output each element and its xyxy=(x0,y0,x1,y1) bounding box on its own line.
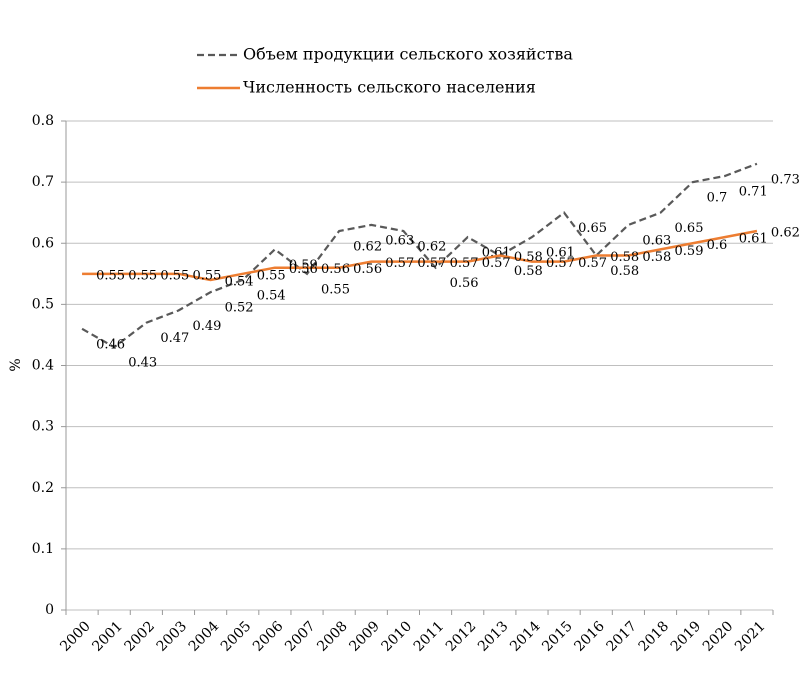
x-tick-label: 2015 xyxy=(539,618,576,655)
data-label: 0.59 xyxy=(675,244,704,259)
data-label: 0.6 xyxy=(707,238,728,253)
y-tick-label: 0.1 xyxy=(32,541,54,557)
data-label: 0.65 xyxy=(675,221,704,236)
y-tick-label: 0.5 xyxy=(32,296,54,312)
data-label: 0.54 xyxy=(257,288,286,303)
data-label: 0.58 xyxy=(514,250,543,265)
data-label: 0.55 xyxy=(96,268,125,283)
series-line xyxy=(81,162,758,349)
data-label: 0.56 xyxy=(321,262,350,277)
data-label: 0.57 xyxy=(578,256,607,271)
x-tick-label: 2016 xyxy=(571,618,608,655)
x-tick-label: 2011 xyxy=(411,618,448,655)
data-label: 0.61 xyxy=(739,232,768,247)
data-label: 0.61 xyxy=(546,246,575,261)
data-label: 0.73 xyxy=(771,172,800,187)
y-tick-label: 0.8 xyxy=(32,113,54,129)
data-label: 0.71 xyxy=(739,185,768,200)
data-label: 0.56 xyxy=(289,262,318,277)
x-tick-label: 2005 xyxy=(218,618,255,655)
data-label: 0.49 xyxy=(192,319,221,334)
data-label: 0.56 xyxy=(353,262,382,277)
x-tick-label: 2019 xyxy=(668,618,705,655)
x-tick-label: 2006 xyxy=(250,618,287,655)
data-label: 0.56 xyxy=(450,276,479,291)
x-tick-label: 2002 xyxy=(121,618,158,655)
x-tick-label: 2014 xyxy=(507,618,544,655)
data-label: 0.62 xyxy=(353,240,382,255)
data-label: 0.59 xyxy=(289,258,318,273)
y-tick-label: 0 xyxy=(45,602,54,618)
data-label: 0.57 xyxy=(385,256,414,271)
data-label: 0.55 xyxy=(128,268,157,283)
x-tick-label: 2009 xyxy=(346,618,383,655)
data-label: 0.58 xyxy=(610,264,639,279)
data-label: 0.55 xyxy=(192,268,221,283)
data-label: 0.7 xyxy=(707,191,728,206)
legend-label: Численность сельского населения xyxy=(243,78,536,97)
data-label: 0.63 xyxy=(385,233,414,248)
x-tick-label: 2012 xyxy=(443,618,480,655)
data-label: 0.43 xyxy=(128,356,157,371)
x-tick-label: 2007 xyxy=(282,618,319,655)
data-label: 0.55 xyxy=(160,268,189,283)
data-label: 0.57 xyxy=(546,256,575,271)
x-tick-label: 2013 xyxy=(475,618,512,655)
x-tick-label: 2021 xyxy=(732,618,769,655)
data-label: 0.57 xyxy=(482,256,511,271)
y-tick-label: 0.2 xyxy=(32,480,54,496)
x-tick-label: 2010 xyxy=(379,618,416,655)
x-tick-label: 2020 xyxy=(700,618,737,655)
data-label: 0.46 xyxy=(96,337,125,352)
data-label: 0.58 xyxy=(642,250,671,265)
y-axis-label: % xyxy=(8,358,24,371)
x-tick-label: 2008 xyxy=(314,618,351,655)
y-tick-label: 0.7 xyxy=(32,174,54,190)
data-label: 0.57 xyxy=(417,256,446,271)
x-tick-label: 2003 xyxy=(154,618,191,655)
data-label: 0.58 xyxy=(514,264,543,279)
data-label: 0.63 xyxy=(642,233,671,248)
data-label: 0.47 xyxy=(160,331,189,346)
data-label: 0.55 xyxy=(257,268,286,283)
data-label: 0.65 xyxy=(578,221,607,236)
y-tick-label: 0.6 xyxy=(32,235,54,251)
data-label: 0.55 xyxy=(321,282,350,297)
y-tick-label: 0.4 xyxy=(32,358,54,374)
data-label: 0.58 xyxy=(610,250,639,265)
data-label: 0.57 xyxy=(450,256,479,271)
data-label: 0.62 xyxy=(417,240,446,255)
x-tick-label: 2017 xyxy=(604,618,641,655)
data-label: 0.54 xyxy=(225,274,254,289)
series-line xyxy=(82,229,758,282)
x-tick-label: 2004 xyxy=(186,618,223,655)
y-tick-label: 0.3 xyxy=(32,419,54,435)
x-tick-label: 2001 xyxy=(89,618,126,655)
legend-label: Объем продукции сельского хозяйства xyxy=(243,45,573,64)
data-label: 0.62 xyxy=(771,226,800,241)
data-label: 0.52 xyxy=(225,301,254,316)
x-tick-label: 2000 xyxy=(57,618,94,655)
x-tick-label: 2018 xyxy=(636,618,673,655)
